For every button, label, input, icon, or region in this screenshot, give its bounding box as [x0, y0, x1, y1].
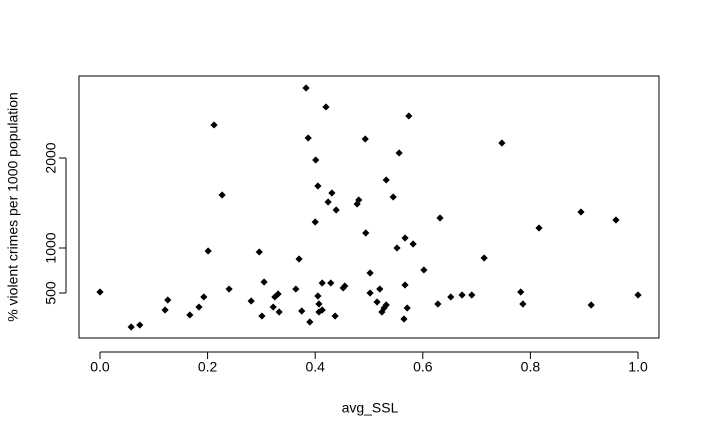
point [327, 279, 335, 287]
point [634, 291, 642, 299]
point [306, 318, 314, 326]
point [275, 308, 283, 316]
x-tick-label: 0.0 [90, 359, 110, 375]
y-tick-label: 1000 [43, 232, 59, 263]
point [393, 244, 401, 252]
point [127, 323, 135, 331]
point [382, 176, 390, 184]
x-tick-label: 0.2 [198, 359, 218, 375]
point [577, 208, 585, 216]
point [318, 306, 326, 314]
point [302, 84, 310, 92]
point [331, 312, 339, 320]
point [409, 240, 417, 248]
point [322, 103, 330, 111]
point [311, 218, 319, 226]
point [161, 306, 169, 314]
point [274, 290, 282, 298]
point [395, 149, 403, 157]
point [260, 278, 268, 286]
point [376, 285, 384, 293]
point [332, 206, 340, 214]
x-tick-label: 1.0 [628, 359, 648, 375]
x-axis-label: avg_SSL [342, 400, 399, 416]
point [458, 291, 466, 299]
point [498, 139, 506, 147]
point [587, 301, 595, 309]
point [517, 288, 525, 296]
x-tick-label: 0.6 [413, 359, 433, 375]
point [366, 269, 374, 277]
point [362, 229, 370, 237]
point [218, 191, 226, 199]
point [612, 216, 620, 224]
point [328, 189, 336, 197]
point [535, 224, 543, 232]
point [315, 300, 323, 308]
point [314, 182, 322, 190]
point [269, 303, 277, 311]
point [255, 248, 263, 256]
point [312, 156, 320, 164]
point [434, 300, 442, 308]
x-tick-label: 0.4 [305, 359, 325, 375]
point [304, 134, 312, 142]
point [96, 288, 104, 296]
point [247, 297, 255, 305]
point [373, 298, 381, 306]
point [355, 196, 363, 204]
point [258, 312, 266, 320]
point [186, 311, 194, 319]
point [400, 315, 408, 323]
point [204, 247, 212, 255]
point [389, 193, 397, 201]
point [519, 300, 527, 308]
point [401, 234, 409, 242]
point [324, 198, 332, 206]
point [341, 282, 349, 290]
point [468, 291, 476, 299]
point [447, 293, 455, 301]
point [136, 321, 144, 329]
point [314, 292, 322, 300]
y-tick-label: 2000 [43, 142, 59, 173]
point [295, 255, 303, 263]
point [292, 285, 300, 293]
point [382, 301, 390, 309]
point [225, 285, 233, 293]
point [420, 266, 428, 274]
y-axis-label: % violent crimes per 1000 population [5, 92, 21, 322]
point [195, 303, 203, 311]
point [403, 304, 411, 312]
point [210, 121, 218, 129]
point [298, 307, 306, 315]
point [318, 279, 326, 287]
point [480, 254, 488, 262]
point [401, 281, 409, 289]
point [436, 214, 444, 222]
point [200, 293, 208, 301]
point [164, 296, 172, 304]
point [366, 289, 374, 297]
point [405, 112, 413, 120]
plot-frame [78, 75, 660, 339]
point [361, 135, 369, 143]
x-tick-label: 0.8 [521, 359, 541, 375]
y-tick-label: 500 [43, 281, 59, 305]
